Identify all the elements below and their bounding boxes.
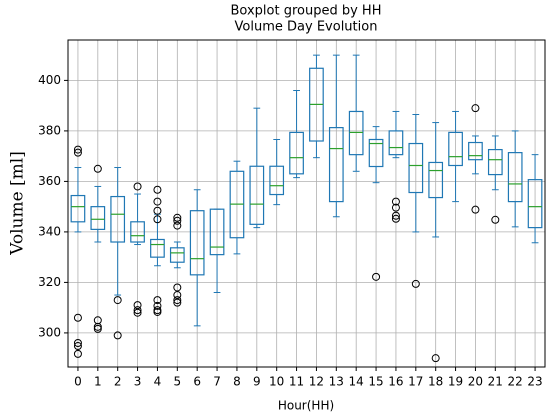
flier [491,215,500,224]
x-tick-label: 3 [134,375,142,389]
flier [471,205,480,214]
y-tick-label: 300 [38,325,61,339]
flier [153,197,162,206]
x-tick-label: 13 [329,375,344,389]
flier [471,104,480,113]
y-tick-label: 340 [38,224,61,238]
flier [391,197,400,206]
y-tick-label: 360 [38,174,61,188]
flier [153,307,162,316]
x-tick-label: 17 [408,375,423,389]
flier [133,306,142,315]
flier [153,206,162,215]
flier [133,301,142,310]
x-tick-label: 23 [527,375,542,389]
box [169,247,185,263]
y-tick-label: 380 [38,123,61,137]
flier [173,213,182,222]
box [130,221,145,243]
y-tick-label: 320 [38,275,61,289]
x-tick-label: 6 [193,375,201,389]
chart-title: Boxplot grouped by HH [231,4,382,19]
box [269,165,285,196]
x-axis-label: Hour(HH) [278,399,334,413]
flier [173,291,182,300]
flier [411,279,420,288]
x-tick-label: 11 [289,375,304,389]
box [527,179,543,229]
flier [391,214,400,223]
y-axis-label: Volume [ml] [8,151,28,256]
box [209,208,225,256]
flier [73,313,82,322]
flier [133,308,142,317]
plot-frame [67,39,546,368]
flier [73,145,82,154]
flier [133,182,142,191]
box [289,131,304,175]
flier [173,283,182,292]
box [468,141,483,161]
box [507,152,523,203]
flier [73,148,82,157]
x-tick-label: 16 [388,375,403,389]
flier [391,211,400,220]
x-tick-label: 7 [213,375,221,389]
box [110,195,126,243]
x-tick-label: 22 [508,375,523,389]
y-tick-label: 400 [38,73,61,87]
flier [153,296,162,305]
flier [173,221,182,230]
x-tick-label: 14 [349,375,364,389]
box [189,210,205,276]
x-tick-label: 1 [94,375,102,389]
flier [73,342,82,351]
x-tick-label: 2 [114,375,122,389]
box [428,161,444,199]
x-tick-label: 4 [154,375,162,389]
x-tick-label: 0 [74,375,82,389]
flier [153,215,162,224]
box [90,206,106,230]
box [408,142,424,194]
x-tick-label: 15 [368,375,383,389]
box [328,127,344,203]
flier [372,272,381,281]
flier [113,296,122,305]
box [249,165,265,225]
x-tick-label: 20 [468,375,483,389]
x-tick-label: 18 [428,375,443,389]
x-tick-label: 5 [173,375,181,389]
x-tick-label: 10 [269,375,284,389]
x-tick-label: 8 [233,375,241,389]
x-tick-label: 21 [488,375,503,389]
box [348,110,364,156]
box [368,138,384,168]
flier [173,216,182,225]
flier [431,354,440,363]
flier [113,331,122,340]
box [70,194,86,223]
chart-subtitle: Volume Day Evolution [235,20,378,35]
box [448,131,463,167]
flier [391,203,400,212]
box [150,238,165,258]
flier [93,324,102,333]
flier [153,301,162,310]
box [487,148,503,176]
flier [173,298,182,307]
box [388,130,404,156]
x-tick-label: 12 [309,375,324,389]
flier [73,339,82,348]
flier [93,322,102,331]
flier [173,296,182,305]
x-tick-label: 19 [448,375,463,389]
flier [153,185,162,194]
x-tick-label: 9 [253,375,261,389]
flier [93,164,102,173]
flier [73,349,82,358]
